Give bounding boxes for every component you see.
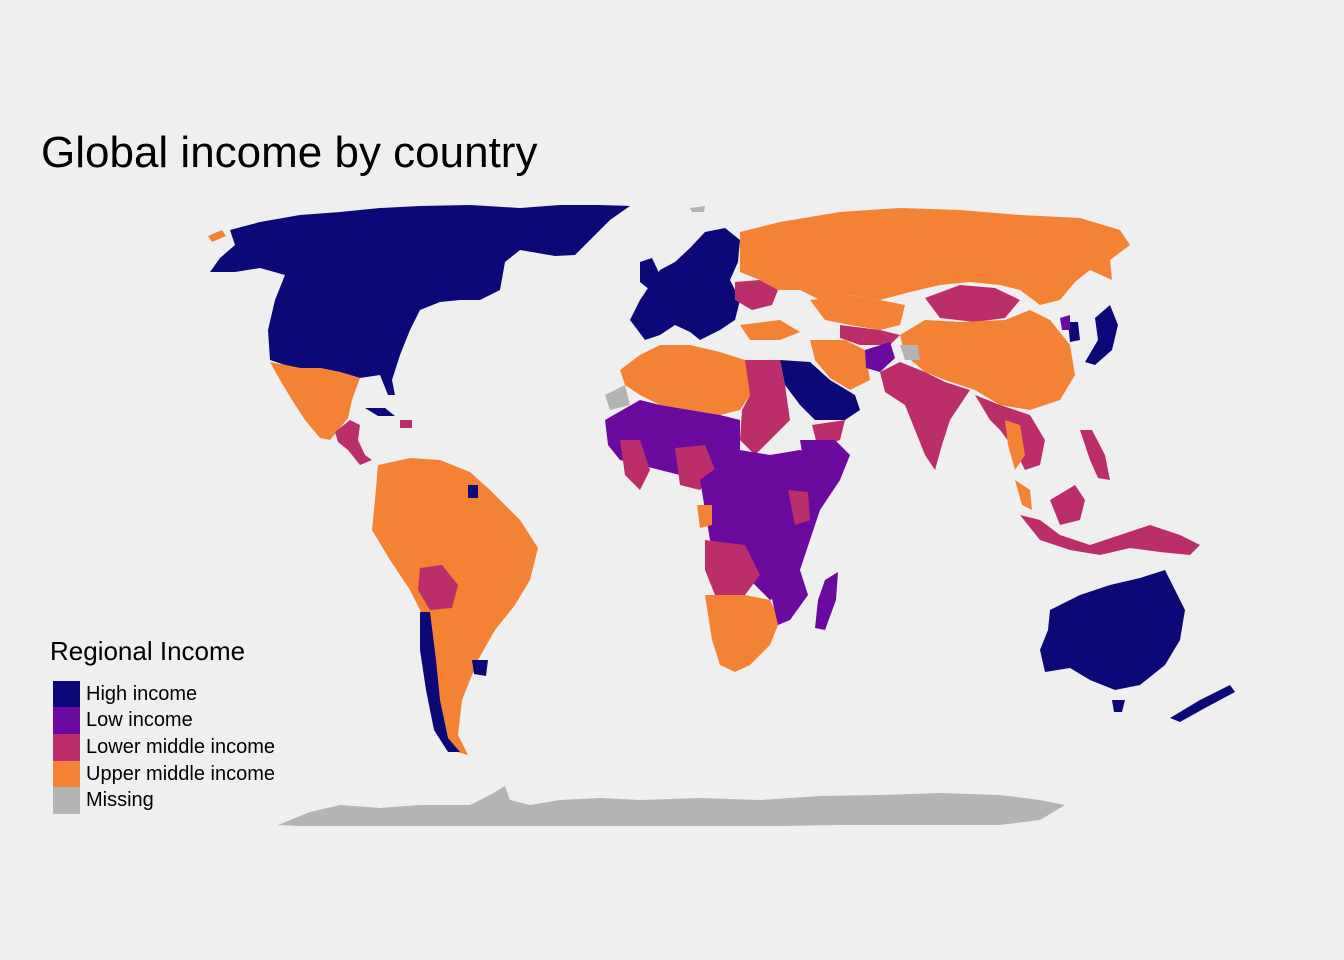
region-russia-far-east-islands: [208, 230, 226, 242]
region-iran: [810, 340, 870, 390]
region-malaysia: [1015, 480, 1032, 510]
region-north-america: [210, 205, 630, 395]
legend-item-low: Low income: [50, 707, 275, 735]
region-kazakhstan: [810, 295, 905, 330]
region-western-sahara: [605, 385, 630, 410]
legend-swatch-high: [53, 680, 80, 708]
region-australia: [1040, 570, 1185, 690]
region-russia: [740, 208, 1130, 305]
region-europe: [630, 228, 740, 340]
region-north-africa: [620, 345, 760, 415]
region-horn: [800, 440, 850, 490]
legend-item-missing: Missing: [50, 787, 275, 815]
region-uruguay: [472, 660, 488, 676]
region-thailand: [1005, 420, 1025, 470]
region-gabon: [697, 505, 712, 528]
legend-item-upper-middle: Upper middle income: [50, 760, 275, 788]
region-new-zealand: [1170, 685, 1235, 722]
region-afghanistan: [865, 342, 895, 372]
region-borneo: [1050, 485, 1085, 525]
region-eastern-europe: [735, 280, 778, 310]
region-greenland: [528, 205, 630, 256]
region-mozambique: [770, 570, 808, 625]
region-indonesia: [1020, 515, 1200, 555]
region-antarctica: [278, 786, 1065, 826]
legend-swatch-lower-middle: [53, 733, 80, 761]
region-japan: [1085, 305, 1118, 365]
region-madagascar: [815, 572, 838, 630]
legend-swatch-low: [53, 707, 80, 735]
legend-item-high: High income: [50, 680, 275, 708]
region-kenya: [788, 490, 810, 525]
region-french-guiana: [468, 485, 478, 498]
region-korea: [1068, 322, 1080, 342]
region-south-america: [372, 458, 538, 755]
legend: Regional Income High income Low income L…: [50, 636, 275, 815]
region-south-asia: [880, 362, 970, 470]
region-china: [900, 310, 1075, 410]
region-bolivia: [418, 565, 458, 610]
legend-title: Regional Income: [50, 636, 246, 666]
region-philippines: [1080, 430, 1110, 480]
legend-label-high: High income: [86, 682, 198, 705]
legend-label-lower-middle: Lower middle income: [86, 735, 275, 758]
region-central-america: [335, 420, 372, 465]
map-title: Global income by country: [41, 128, 538, 177]
region-kashmir: [900, 345, 920, 360]
region-mexico: [270, 362, 360, 440]
legend-label-missing: Missing: [86, 789, 154, 812]
region-caribbean: [365, 408, 395, 416]
region-uk: [640, 258, 660, 290]
region-west-africa-lower: [620, 440, 650, 490]
region-north-korea: [1060, 315, 1070, 330]
region-angola: [705, 540, 760, 595]
region-egypt: [740, 360, 790, 455]
legend-label-low: Low income: [86, 709, 193, 732]
region-southern-africa: [705, 595, 780, 672]
region-turkey: [740, 320, 800, 340]
region-caribbean-2: [400, 420, 412, 428]
region-mongolia: [925, 285, 1020, 322]
region-tasmania: [1112, 700, 1125, 712]
region-arabia: [780, 360, 860, 420]
legend-item-lower-middle: Lower middle income: [50, 733, 275, 761]
region-svalbard: [690, 206, 705, 212]
legend-label-upper-middle: Upper middle income: [86, 762, 275, 785]
region-central-asia: [840, 325, 900, 345]
legend-swatch-upper-middle: [53, 760, 80, 788]
region-chile: [420, 612, 460, 752]
legend-swatch-missing: [53, 787, 80, 815]
